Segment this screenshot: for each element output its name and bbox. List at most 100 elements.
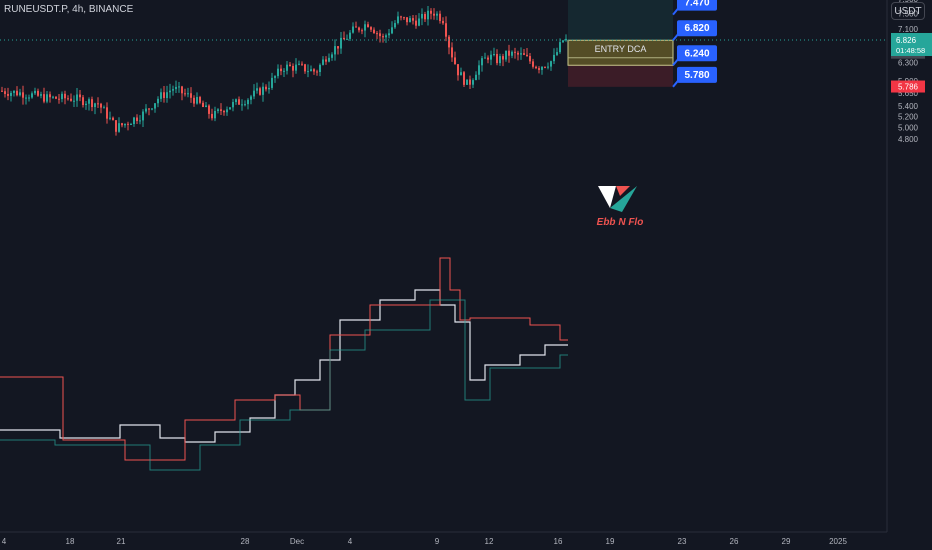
candle-body bbox=[310, 69, 312, 72]
x-tick-label: 21 bbox=[117, 537, 126, 546]
candle-body bbox=[511, 51, 513, 56]
candle-body bbox=[61, 93, 63, 100]
candle-body bbox=[31, 93, 33, 98]
logo-mark-white bbox=[598, 186, 616, 208]
target-value: 5.780 bbox=[684, 70, 709, 81]
candle-body bbox=[355, 26, 357, 28]
candle-body bbox=[388, 33, 390, 36]
candle-body bbox=[40, 94, 42, 96]
candle-body bbox=[55, 96, 57, 99]
candle-body bbox=[418, 18, 420, 26]
currency-button[interactable]: USDT bbox=[891, 2, 925, 20]
candle-body bbox=[454, 57, 456, 65]
candle-body bbox=[124, 123, 126, 126]
candle-body bbox=[130, 124, 132, 126]
candle-body bbox=[502, 56, 504, 60]
candle-body bbox=[442, 20, 444, 24]
price-axis-badge: 5.786 bbox=[891, 80, 925, 93]
candle-body bbox=[133, 117, 135, 125]
candle-body bbox=[415, 20, 417, 26]
y-tick-label: 7.100 bbox=[898, 25, 919, 34]
candle-body bbox=[154, 103, 156, 109]
candle-body bbox=[340, 37, 342, 49]
candle-body bbox=[169, 90, 171, 93]
candle-body bbox=[523, 53, 525, 55]
candle-body bbox=[475, 74, 477, 81]
target-label: 5.780 bbox=[672, 66, 717, 88]
candle-body bbox=[379, 33, 381, 37]
candle-body bbox=[292, 65, 294, 71]
candle-body bbox=[490, 54, 492, 60]
candle-body bbox=[157, 98, 159, 104]
candle-body bbox=[532, 61, 534, 67]
candle-body bbox=[76, 94, 78, 101]
candle-body bbox=[400, 16, 402, 18]
candle-body bbox=[565, 38, 567, 41]
candle-body bbox=[79, 94, 81, 98]
candle-body bbox=[493, 53, 495, 55]
last-price-value: 6.826 bbox=[896, 36, 917, 45]
candle-body bbox=[181, 86, 183, 94]
candle-body bbox=[439, 13, 441, 21]
candle-body bbox=[178, 86, 180, 88]
candle-body bbox=[148, 108, 150, 110]
take-profit-zone bbox=[568, 0, 673, 41]
x-tick-label: 29 bbox=[782, 537, 791, 546]
candle-body bbox=[19, 92, 21, 96]
candle-body bbox=[505, 50, 507, 60]
candle-body bbox=[403, 17, 405, 19]
x-tick-label: 9 bbox=[435, 537, 440, 546]
x-tick-label: 12 bbox=[485, 537, 494, 546]
target-badge bbox=[677, 20, 717, 37]
candle-body bbox=[7, 93, 9, 96]
candle-body bbox=[199, 97, 201, 103]
candle-body bbox=[397, 16, 399, 24]
candle-body bbox=[226, 109, 228, 113]
candle-body bbox=[307, 71, 309, 73]
y-tick-label: 7.900 bbox=[898, 0, 919, 4]
candle-body bbox=[487, 57, 489, 60]
candle-body bbox=[112, 117, 114, 121]
candle-body bbox=[544, 66, 546, 68]
candle-body bbox=[364, 24, 366, 31]
candle-body bbox=[550, 61, 552, 67]
candle-body bbox=[211, 113, 213, 119]
indicator-line-red bbox=[0, 257, 568, 461]
candle-body bbox=[295, 64, 297, 71]
candle-body bbox=[547, 66, 549, 68]
candle-body bbox=[241, 104, 243, 106]
candle-body bbox=[253, 90, 255, 97]
candle-body bbox=[541, 66, 543, 70]
candle-body bbox=[187, 93, 189, 95]
candle-body bbox=[34, 90, 36, 94]
candle-body bbox=[196, 97, 198, 104]
indicator-line-white bbox=[0, 289, 568, 443]
price-badge-bg bbox=[891, 80, 925, 93]
candle-body bbox=[172, 89, 174, 91]
candle-body bbox=[190, 93, 192, 98]
last-price-bg bbox=[891, 32, 932, 56]
candle-body bbox=[499, 56, 501, 64]
candle-body bbox=[370, 27, 372, 30]
candle-body bbox=[247, 99, 249, 105]
candle-body bbox=[289, 64, 291, 66]
candle-body bbox=[118, 123, 120, 132]
x-tick-label: 4 bbox=[348, 537, 353, 546]
candle-body bbox=[109, 117, 111, 119]
candle-body bbox=[349, 32, 351, 39]
candle-body bbox=[16, 90, 18, 96]
candle-body bbox=[160, 92, 162, 99]
stop-loss-zone bbox=[568, 65, 673, 87]
target-label: 6.820 bbox=[672, 20, 717, 41]
candle-body bbox=[322, 59, 324, 65]
candle-body bbox=[208, 105, 210, 114]
candle-body bbox=[526, 54, 528, 57]
target-badge bbox=[677, 66, 717, 83]
candle-body bbox=[286, 64, 288, 71]
price-badge-text: 5.786 bbox=[898, 83, 919, 92]
candle-body bbox=[517, 52, 519, 55]
candle-body bbox=[52, 96, 54, 98]
candle-body bbox=[325, 59, 327, 62]
x-tick-label: 19 bbox=[606, 537, 615, 546]
